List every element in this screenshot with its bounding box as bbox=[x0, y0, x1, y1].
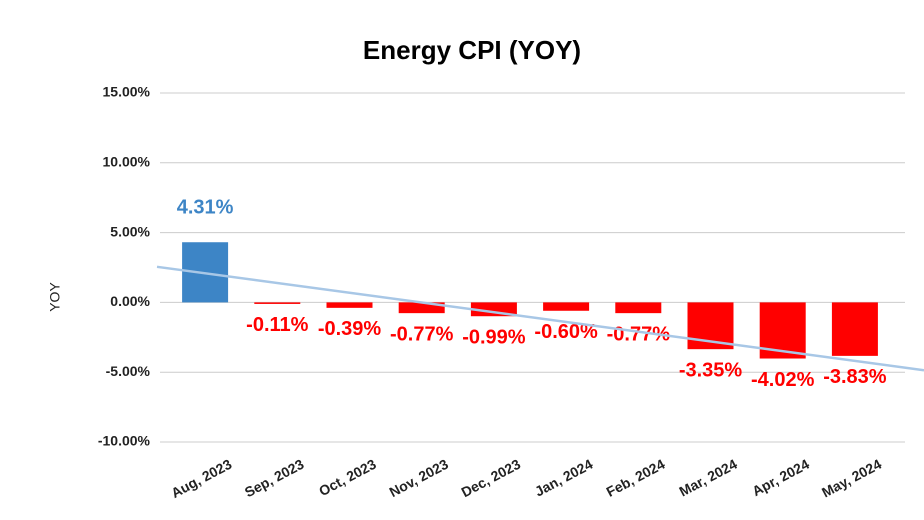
y-tick-label: 5.00% bbox=[110, 223, 150, 239]
bar bbox=[615, 302, 662, 314]
y-axis-label: YOY bbox=[47, 282, 63, 312]
bar bbox=[254, 302, 301, 304]
data-label: -0.60% bbox=[534, 321, 598, 343]
y-tick-label: -5.00% bbox=[106, 363, 151, 379]
data-label: -4.02% bbox=[751, 369, 815, 391]
bar bbox=[326, 302, 373, 308]
data-label: -0.39% bbox=[318, 318, 382, 340]
data-label: 4.31% bbox=[177, 197, 234, 219]
y-tick-label: -10.00% bbox=[98, 433, 151, 449]
y-tick-label: 15.00% bbox=[103, 84, 151, 100]
trendline bbox=[156, 265, 924, 372]
data-label: -0.11% bbox=[246, 314, 308, 336]
data-label: -0.77% bbox=[390, 323, 454, 345]
data-label: -3.83% bbox=[823, 366, 887, 388]
y-tick-label: 10.00% bbox=[103, 154, 151, 170]
bar bbox=[398, 302, 445, 314]
chart-title: Energy CPI (YOY) bbox=[363, 35, 581, 65]
y-tick-label: 0.00% bbox=[110, 293, 150, 309]
data-label: -0.99% bbox=[462, 327, 526, 349]
bar bbox=[831, 302, 878, 356]
bar bbox=[543, 302, 590, 311]
data-label: -3.35% bbox=[679, 359, 743, 381]
